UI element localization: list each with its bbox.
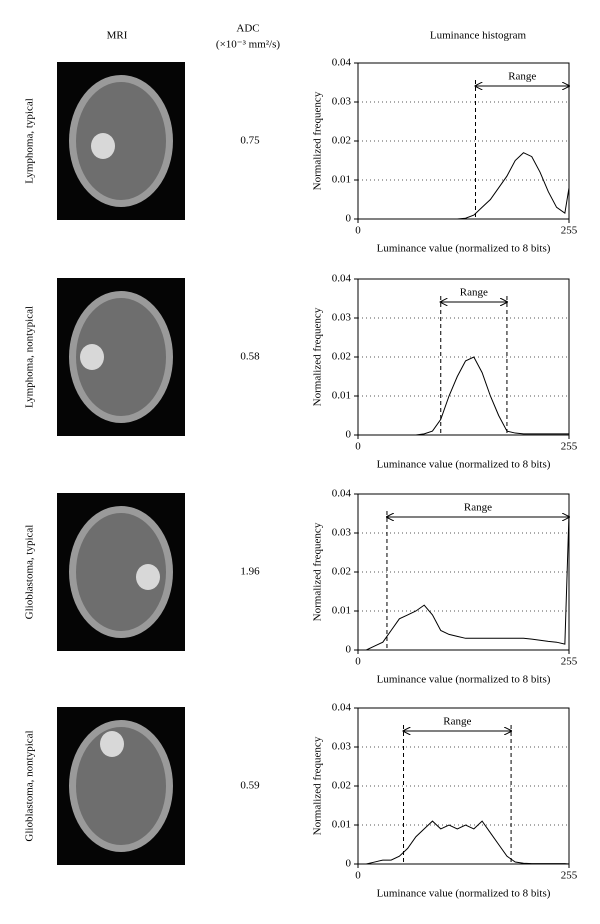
y-tick-label: 0.02 bbox=[332, 780, 351, 792]
x-tick-label: 255 bbox=[561, 656, 578, 668]
mri-lesion bbox=[80, 344, 104, 370]
histogram-line bbox=[358, 152, 570, 220]
mri-brain bbox=[76, 513, 166, 631]
range-label: Range bbox=[508, 71, 536, 83]
column-header: ADC bbox=[236, 23, 259, 35]
adc-value: 0.58 bbox=[240, 351, 260, 363]
x-tick-label: 255 bbox=[561, 441, 578, 453]
y-tick-label: 0.03 bbox=[332, 741, 352, 753]
histogram-line bbox=[358, 513, 570, 651]
x-axis-label: Luminance value (normalized to 8 bits) bbox=[377, 459, 551, 471]
y-tick-label: 0.02 bbox=[332, 351, 351, 363]
row-label: Lymphoma, nontypical bbox=[24, 306, 36, 408]
y-tick-label: 0.02 bbox=[332, 566, 351, 578]
y-tick-label: 0 bbox=[346, 429, 352, 441]
y-tick-label: 0 bbox=[346, 644, 352, 656]
y-tick-label: 0.01 bbox=[332, 605, 351, 617]
y-tick-label: 0.03 bbox=[332, 312, 352, 324]
adc-value: 0.75 bbox=[240, 135, 260, 147]
y-tick-label: 0.02 bbox=[332, 135, 351, 147]
histogram-line bbox=[358, 820, 570, 865]
range-label: Range bbox=[460, 287, 488, 299]
range-label: Range bbox=[443, 716, 471, 728]
x-tick-label: 0 bbox=[355, 225, 361, 237]
y-tick-label: 0.03 bbox=[332, 527, 352, 539]
plot-frame bbox=[357, 62, 570, 220]
y-axis-label: Normalized frequency bbox=[312, 522, 324, 621]
y-axis-label: Normalized frequency bbox=[312, 91, 324, 190]
x-axis-label: Luminance value (normalized to 8 bits) bbox=[377, 674, 551, 686]
x-axis-label: Luminance value (normalized to 8 bits) bbox=[377, 243, 551, 255]
plot-frame bbox=[357, 493, 570, 651]
y-tick-label: 0.01 bbox=[332, 174, 351, 186]
column-header: MRI bbox=[107, 30, 128, 42]
y-tick-label: 0.03 bbox=[332, 96, 352, 108]
column-unit: (×10⁻³ mm²/s) bbox=[216, 39, 280, 51]
adc-value: 1.96 bbox=[240, 566, 260, 578]
mri-lesion bbox=[136, 564, 160, 590]
mri-lesion bbox=[100, 731, 124, 757]
x-tick-label: 255 bbox=[561, 225, 578, 237]
histogram-line bbox=[358, 356, 569, 436]
y-axis-label: Normalized frequency bbox=[312, 736, 324, 835]
mri-brain bbox=[76, 298, 166, 416]
row-label: Glioblastoma, typical bbox=[24, 525, 36, 620]
x-tick-label: 0 bbox=[355, 656, 361, 668]
y-tick-label: 0.01 bbox=[332, 390, 351, 402]
x-tick-label: 0 bbox=[355, 870, 361, 882]
y-tick-label: 0.01 bbox=[332, 819, 351, 831]
row-label: Glioblastoma, nontypical bbox=[24, 730, 36, 841]
y-tick-label: 0 bbox=[346, 213, 352, 225]
y-axis-label: Normalized frequency bbox=[312, 307, 324, 406]
mri-brain bbox=[76, 727, 166, 845]
y-tick-label: 0.04 bbox=[332, 702, 352, 714]
y-tick-label: 0 bbox=[346, 858, 352, 870]
column-header: Luminance histogram bbox=[430, 30, 527, 42]
x-axis-label: Luminance value (normalized to 8 bits) bbox=[377, 888, 551, 900]
x-tick-label: 0 bbox=[355, 441, 361, 453]
y-tick-label: 0.04 bbox=[332, 57, 352, 69]
plot-frame bbox=[357, 707, 570, 865]
row-label: Lymphoma, typical bbox=[24, 98, 36, 184]
adc-value: 0.59 bbox=[240, 780, 260, 792]
x-tick-label: 255 bbox=[561, 870, 578, 882]
y-tick-label: 0.04 bbox=[332, 488, 352, 500]
mri-brain bbox=[76, 82, 166, 200]
y-tick-label: 0.04 bbox=[332, 273, 352, 285]
mri-lesion bbox=[91, 133, 115, 159]
plot-frame bbox=[357, 278, 570, 436]
range-label: Range bbox=[464, 502, 492, 514]
